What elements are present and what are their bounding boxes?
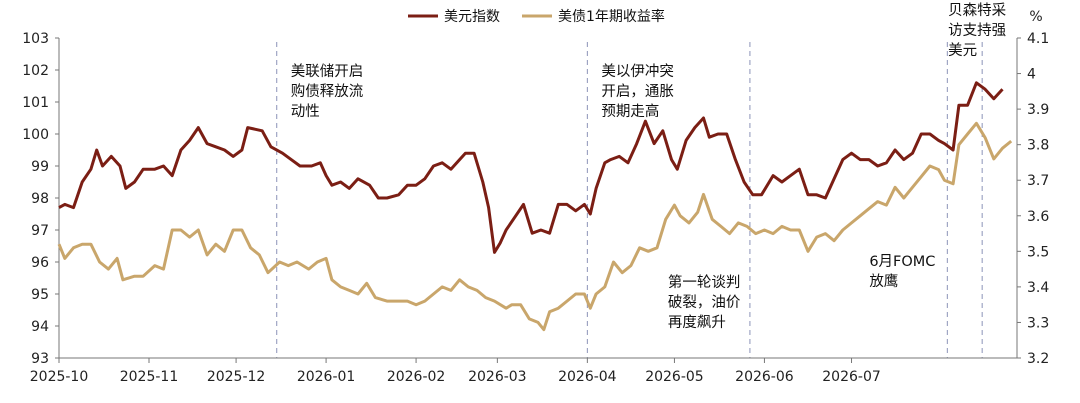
event-annotation: 访支持强 <box>948 22 1006 39</box>
left-tick-label: 102 <box>22 63 49 79</box>
event-annotation: 预期走高 <box>601 103 659 120</box>
event-annotation: 破裂，油价 <box>668 294 741 311</box>
right-tick-label: 3.2 <box>1027 351 1049 367</box>
x-tick-label: 2026-07 <box>822 369 881 385</box>
x-tick-label: 2026-01 <box>297 369 356 385</box>
event-annotation: 第一轮谈判 <box>668 273 741 291</box>
legend-label-ust1y: 美债1年期收益率 <box>558 8 665 25</box>
event-annotation: 6月FOMC <box>869 254 935 270</box>
axes: 93 94 95 96 97 98 99 100 101 102 103 3.2 3.3 3.4 3.5 3.… <box>22 31 1049 385</box>
left-tick-label: 94 <box>31 319 49 335</box>
left-tick-label: 98 <box>31 191 49 207</box>
right-axis-unit: % <box>1029 9 1042 25</box>
event-annotation: 美以伊冲突 <box>601 63 674 80</box>
x-tick-label: 2025-11 <box>120 369 179 385</box>
event-annotation: 美联储开启 <box>291 63 364 80</box>
series-line-ust1y <box>57 121 1013 332</box>
left-tick-label: 97 <box>31 223 49 239</box>
event-annotation: 贝森特采 <box>948 2 1006 19</box>
x-tick-label: 2026-06 <box>735 369 794 385</box>
series-line-dxy <box>58 81 1004 254</box>
right-tick-label: 4.1 <box>1027 31 1049 47</box>
left-tick-label: 103 <box>22 31 49 47</box>
event-annotation: 购债释放流 <box>291 83 364 100</box>
left-tick-label: 96 <box>31 255 49 271</box>
right-tick-label: 4 <box>1027 67 1036 83</box>
x-tick-label: 2025-10 <box>30 369 89 385</box>
x-tick-label: 2026-02 <box>387 369 446 385</box>
right-tick-label: 3.7 <box>1027 173 1049 189</box>
event-annotation: 放鹰 <box>869 273 898 290</box>
right-tick-label: 3.8 <box>1027 138 1049 154</box>
event-annotation: 动性 <box>291 103 320 120</box>
right-tick-label: 3.4 <box>1027 280 1049 296</box>
legend-label-dxy: 美元指数 <box>444 9 500 25</box>
right-tick-label: 3.5 <box>1027 244 1049 260</box>
event-lines <box>276 42 983 358</box>
x-tick-label: 2026-03 <box>468 369 527 385</box>
right-tick-label: 3.3 <box>1027 315 1049 331</box>
left-tick-label: 93 <box>31 351 49 367</box>
event-annotation: 开启，通胀 <box>601 83 674 100</box>
left-tick-label: 101 <box>22 95 49 111</box>
left-tick-label: 99 <box>31 159 49 175</box>
x-tick-label: 2025-12 <box>207 369 266 385</box>
right-tick-label: 3.9 <box>1027 102 1049 118</box>
x-tick-label: 2026-04 <box>558 369 617 385</box>
event-annotation: 美元 <box>948 42 977 59</box>
legend: 美元指数 美债1年期收益率 <box>408 8 665 25</box>
x-tick-label: 2026-05 <box>645 369 704 385</box>
left-tick-label: 100 <box>22 127 49 143</box>
event-annotation: 再度飙升 <box>668 314 726 331</box>
left-tick-label: 95 <box>31 287 49 303</box>
series-lines <box>57 81 1013 332</box>
right-tick-label: 3.6 <box>1027 209 1049 225</box>
